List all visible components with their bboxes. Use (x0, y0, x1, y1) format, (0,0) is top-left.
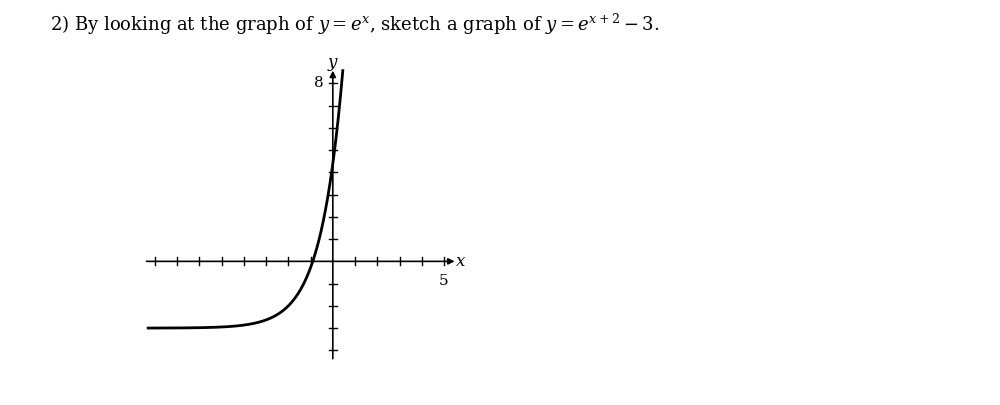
Text: 2) By looking at the graph of $y = e^x$, sketch a graph of $y = e^{x+2} - 3$.: 2) By looking at the graph of $y = e^x$,… (50, 12, 659, 37)
Text: y: y (328, 54, 337, 71)
Text: 5: 5 (439, 274, 449, 288)
Text: x: x (456, 253, 465, 270)
Text: 8: 8 (314, 77, 324, 90)
